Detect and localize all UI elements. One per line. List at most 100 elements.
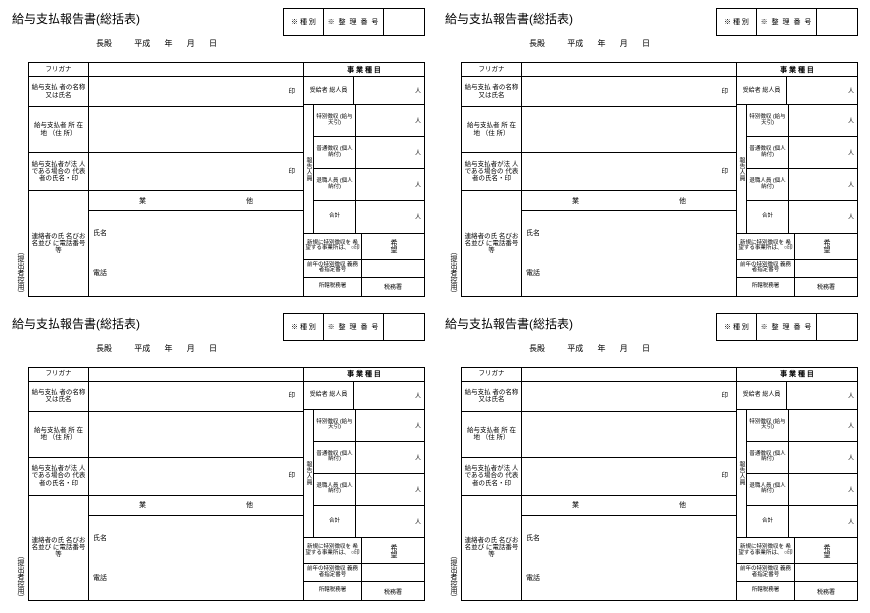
form-title: 給与支払報告書(総括表) <box>445 315 573 332</box>
recipients-label: 受給者 総人員 <box>304 382 354 409</box>
main-table: フリガナ 給与支払 者の名称 又は氏名 給与支払者 所 在 地 （住 所） 給与… <box>28 62 425 297</box>
special-collection-label: 特別徴収 (給与天引) <box>747 410 789 441</box>
payer-name-field: 印 <box>522 77 736 107</box>
date-line: 長殿 平成 年 月 日 <box>96 38 229 49</box>
special-collection-label: 特別徴収 (給与天引) <box>314 105 356 136</box>
top-classification-box: ※ 種 別 ※ 整 理 番 号 <box>283 313 425 341</box>
center-value-column: 印 印 業他 氏名 電話 <box>89 368 304 601</box>
ref-number-blank <box>384 314 424 340</box>
payer-name-field: 印 <box>89 382 303 412</box>
date-line: 長殿 平成 年 月 日 <box>96 343 229 354</box>
date-line: 長殿 平成 年 月 日 <box>529 38 662 49</box>
business-type-header: 事 業 種 目 <box>737 368 857 382</box>
contact-field: 氏名 電話 <box>89 516 303 601</box>
submitter-copy-strip: （提出者控用） <box>14 367 26 602</box>
ordinary-collection-label: 普通徴収 (個人納付) <box>747 137 789 168</box>
furigana-field <box>522 368 736 382</box>
payer-address-label: 給与支払者 所 在 地 （住 所） <box>462 412 521 458</box>
contact-label: 連絡者の氏 名びお名並び に電話番号等 <box>462 496 521 601</box>
submitter-copy-strip: （提出者控用） <box>14 62 26 297</box>
representative-label: 給与支払者が法 人である場合の 代表者の氏名・印 <box>462 153 521 191</box>
left-label-column: フリガナ 給与支払 者の名称 又は氏名 給与支払者 所 在 地 （住 所） 給与… <box>29 63 89 296</box>
ref-number-blank <box>384 9 424 35</box>
ref-number-blank <box>817 9 857 35</box>
ref-number-label: ※ 整 理 番 号 <box>324 314 384 340</box>
ordinary-collection-label: 普通徴収 (個人納付) <box>314 442 356 473</box>
furigana-label: フリガナ <box>29 63 88 77</box>
payer-address-label: 給与支払者 所 在 地 （住 所） <box>29 107 88 153</box>
total-label: 合計 <box>747 506 789 537</box>
furigana-label: フリガナ <box>462 63 521 77</box>
payer-address-field <box>89 107 303 153</box>
contact-field: 氏名 電話 <box>522 211 736 296</box>
payer-name-label: 給与支払 者の名称 又は氏名 <box>29 382 88 412</box>
payer-address-label: 給与支払者 所 在 地 （住 所） <box>462 107 521 153</box>
total-label: 合計 <box>314 506 356 537</box>
payer-address-field <box>89 412 303 458</box>
recipients-value: 人 <box>787 382 857 409</box>
main-table: フリガナ 給与支払 者の名称 又は氏名 給与支払者 所 在 地 （住 所） 給与… <box>461 62 858 297</box>
payer-address-label: 給与支払者 所 在 地 （住 所） <box>29 412 88 458</box>
form-copy-4: 給与支払報告書(総括表) ※ 種 別 ※ 整 理 番 号 長殿 平成 年 月 日… <box>439 311 864 608</box>
total-label: 合計 <box>314 201 356 232</box>
center-value-column: 印 印 業他 氏名 電話 <box>522 63 737 296</box>
total-label: 合計 <box>747 201 789 232</box>
top-classification-box: ※ 種 別 ※ 整 理 番 号 <box>716 8 858 36</box>
furigana-label: フリガナ <box>29 368 88 382</box>
left-label-column: フリガナ 給与支払 者の名称 又は氏名 給与支払者 所 在 地 （住 所） 給与… <box>462 368 522 601</box>
payer-name-label: 給与支払 者の名称 又は氏名 <box>29 77 88 107</box>
furigana-field <box>89 63 303 77</box>
contact-label: 連絡者の氏 名びお名並び に電話番号等 <box>462 191 521 296</box>
ref-number-label: ※ 整 理 番 号 <box>757 314 817 340</box>
gyo-ta-row: 業他 <box>522 496 736 516</box>
ordinary-collection-label: 普通徴収 (個人納付) <box>747 442 789 473</box>
submitter-copy-strip: （提出者控用） <box>447 62 459 297</box>
payer-name-label: 給与支払 者の名称 又は氏名 <box>462 77 521 107</box>
recipients-label: 受給者 総人員 <box>737 77 787 104</box>
ref-number-label: ※ 整 理 番 号 <box>757 9 817 35</box>
form-copy-1: 給与支払報告書(総括表) ※ 種 別 ※ 整 理 番 号 長殿 平成 年 月 日… <box>6 6 431 303</box>
form-title: 給与支払報告書(総括表) <box>445 10 573 27</box>
retired-label: 退職人員 (個人納付) <box>314 169 356 200</box>
representative-label: 給与支払者が法 人である場合の 代表者の氏名・印 <box>29 153 88 191</box>
recipients-label: 受給者 総人員 <box>304 77 354 104</box>
recipients-label: 受給者 総人員 <box>737 382 787 409</box>
gyo-ta-row: 業他 <box>89 496 303 516</box>
representative-label: 給与支払者が法 人である場合の 代表者の氏名・印 <box>462 458 521 496</box>
type-label: ※ 種 別 <box>284 314 324 340</box>
representative-field: 印 <box>89 458 303 496</box>
type-label: ※ 種 別 <box>717 9 757 35</box>
representative-field: 印 <box>522 458 736 496</box>
main-table: フリガナ 給与支払 者の名称 又は氏名 給与支払者 所 在 地 （住 所） 給与… <box>28 367 425 602</box>
submitter-copy-strip: （提出者控用） <box>447 367 459 602</box>
recipients-value: 人 <box>354 77 424 104</box>
gyo-ta-row: 業他 <box>522 191 736 211</box>
retired-label: 退職人員 (個人納付) <box>314 474 356 505</box>
left-label-column: フリガナ 給与支払 者の名称 又は氏名 給与支払者 所 在 地 （住 所） 給与… <box>29 368 89 601</box>
representative-field: 印 <box>522 153 736 191</box>
retired-label: 退職人員 (個人納付) <box>747 169 789 200</box>
furigana-field <box>89 368 303 382</box>
contact-field: 氏名 電話 <box>89 211 303 296</box>
form-copy-2: 給与支払報告書(総括表) ※ 種 別 ※ 整 理 番 号 長殿 平成 年 月 日… <box>439 6 864 303</box>
bottom-notes: 新規に特別徴収を 希望する事業所は、 ○印希望 前年の特別徴収 義務者指定番号 … <box>737 538 857 600</box>
type-label: ※ 種 別 <box>717 314 757 340</box>
report-count-side: 報告人員 <box>304 105 314 233</box>
center-value-column: 印 印 業他 氏名 電話 <box>522 368 737 601</box>
bottom-notes: 新規に特別徴収を 希望する事業所は、 ○印希望 前年の特別徴収 義務者指定番号 … <box>304 234 424 296</box>
contact-label: 連絡者の氏 名びお名並び に電話番号等 <box>29 191 88 296</box>
payer-name-field: 印 <box>522 382 736 412</box>
business-type-header: 事 業 種 目 <box>304 63 424 77</box>
report-count-side: 報告人員 <box>737 410 747 538</box>
type-label: ※ 種 別 <box>284 9 324 35</box>
date-line: 長殿 平成 年 月 日 <box>529 343 662 354</box>
special-collection-label: 特別徴収 (給与天引) <box>747 105 789 136</box>
report-count-side: 報告人員 <box>737 105 747 233</box>
ref-number-blank <box>817 314 857 340</box>
representative-label: 給与支払者が法 人である場合の 代表者の氏名・印 <box>29 458 88 496</box>
ref-number-label: ※ 整 理 番 号 <box>324 9 384 35</box>
right-summary-column: 事 業 種 目 受給者 総人員 人 報告人員 特別徴収 (給与天引)人 普通徴収… <box>304 368 424 601</box>
top-classification-box: ※ 種 別 ※ 整 理 番 号 <box>283 8 425 36</box>
contact-field: 氏名 電話 <box>522 516 736 601</box>
furigana-field <box>522 63 736 77</box>
